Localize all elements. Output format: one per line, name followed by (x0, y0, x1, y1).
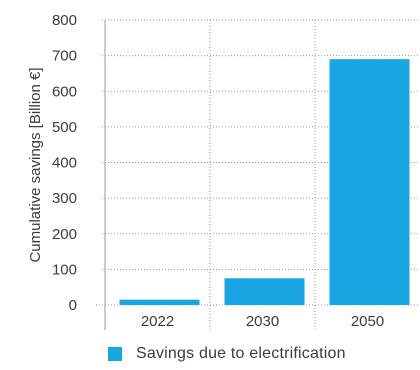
y-tick-label: 700 (52, 48, 77, 65)
x-tick-label: 2030 (246, 313, 279, 330)
legend-label: Savings due to electrification (136, 345, 346, 362)
y-tick-label: 600 (52, 83, 77, 100)
grid-layer (96, 19, 420, 330)
x-tick-label: 2050 (351, 313, 384, 330)
y-tick-label: 0 (69, 297, 77, 314)
y-tick-label: 100 (52, 261, 77, 278)
y-tick-label: 800 (52, 12, 77, 29)
x-tick-label: 2022 (141, 313, 174, 330)
chart-area: 0 100 200 300 400 500 600 700 800 2022 2030 2050 C… (27, 12, 420, 330)
bars-layer (119, 59, 410, 305)
bar-2022 (119, 299, 200, 305)
y-tick-labels: 0 100 200 300 400 500 600 700 800 (52, 12, 77, 314)
bar-2050 (329, 59, 410, 305)
y-tick-label: 300 (52, 190, 77, 207)
y-tick-label: 200 (52, 226, 77, 243)
bar-2030 (224, 278, 305, 305)
y-tick-label: 500 (52, 119, 77, 136)
legend: Savings due to electrification (108, 342, 346, 366)
y-axis-title: Cumulative savings [Billion €] (27, 67, 44, 262)
legend-swatch (108, 347, 122, 361)
y-tick-label: 400 (52, 155, 77, 172)
x-tick-labels: 2022 2030 2050 (141, 313, 384, 330)
